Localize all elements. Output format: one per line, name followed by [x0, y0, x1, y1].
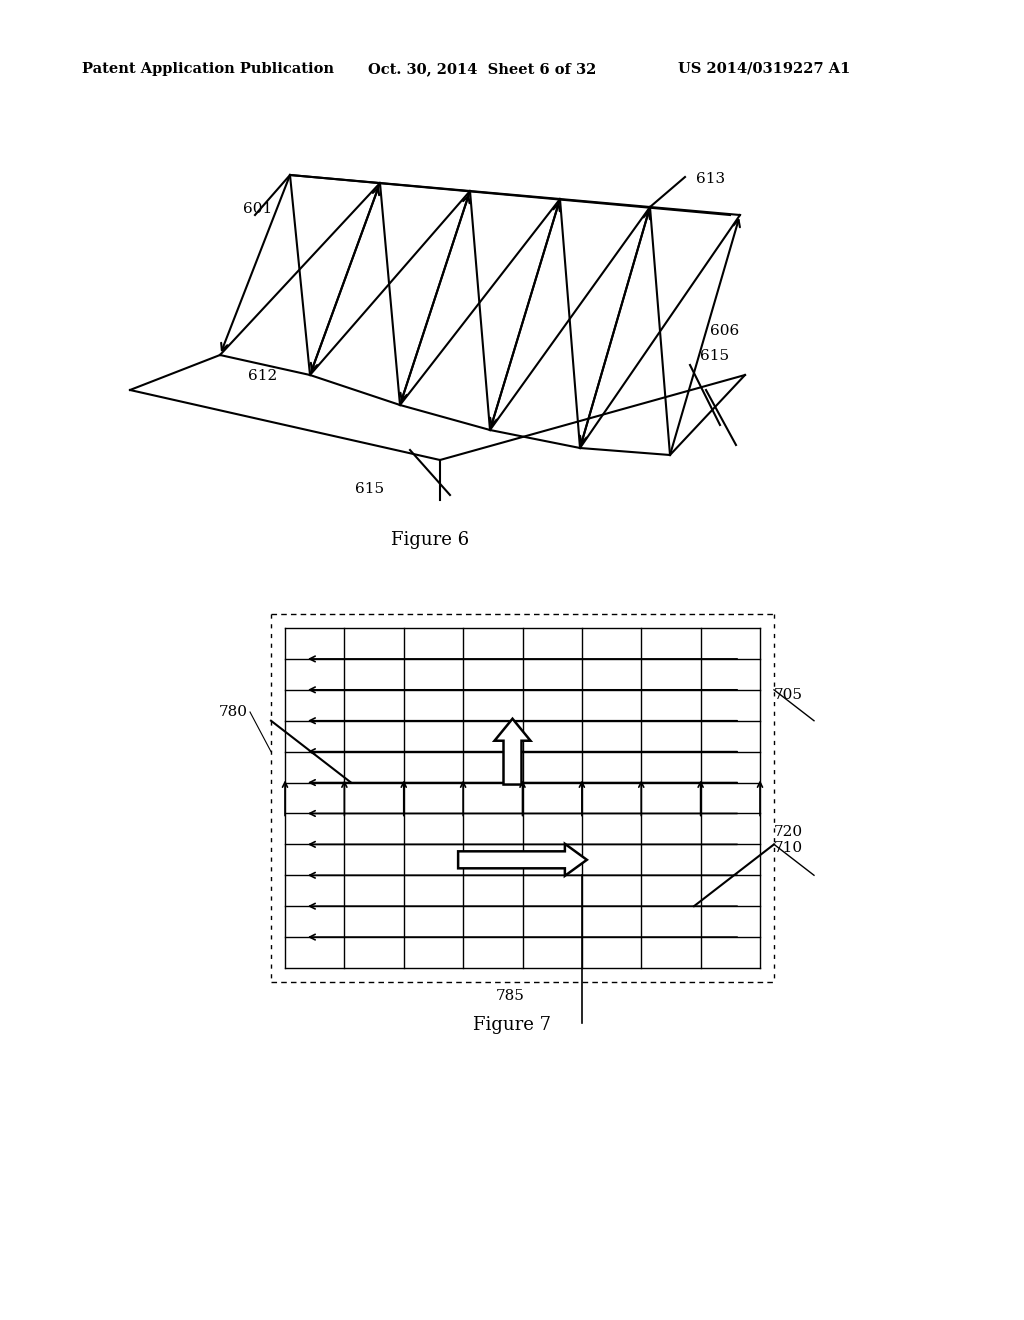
Text: Oct. 30, 2014  Sheet 6 of 32: Oct. 30, 2014 Sheet 6 of 32: [368, 62, 596, 77]
Text: 606: 606: [710, 323, 739, 338]
Text: 720: 720: [774, 825, 803, 840]
Text: US 2014/0319227 A1: US 2014/0319227 A1: [678, 62, 850, 77]
Text: 710: 710: [774, 841, 803, 855]
Text: 612: 612: [248, 370, 278, 383]
Text: Figure 7: Figure 7: [473, 1016, 551, 1034]
FancyArrow shape: [458, 843, 587, 875]
Text: 615: 615: [355, 482, 385, 496]
Text: 601: 601: [243, 202, 272, 216]
Text: Figure 6: Figure 6: [391, 531, 469, 549]
Text: 705: 705: [774, 688, 803, 702]
Text: Patent Application Publication: Patent Application Publication: [82, 62, 334, 77]
Text: 785: 785: [496, 989, 524, 1003]
FancyArrow shape: [495, 718, 530, 784]
Text: 615: 615: [700, 348, 729, 363]
Text: 613: 613: [696, 172, 725, 186]
Text: 780: 780: [219, 705, 248, 719]
